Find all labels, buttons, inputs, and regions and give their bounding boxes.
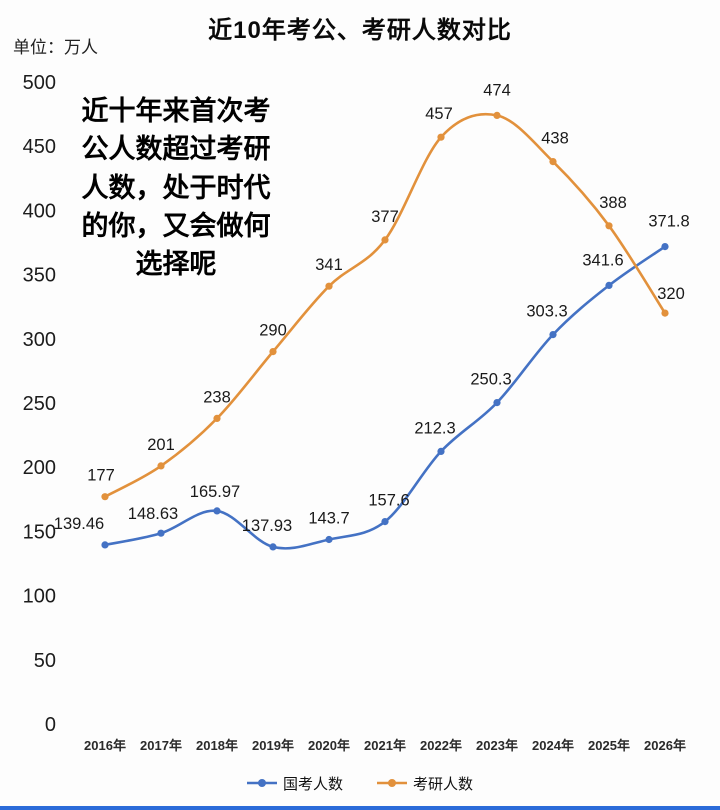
x-tick-label: 2021年 bbox=[364, 738, 406, 753]
y-tick-label: 300 bbox=[23, 329, 56, 351]
point-marker bbox=[493, 111, 501, 119]
legend-line-dot-icon bbox=[377, 777, 407, 789]
annotation-line: 选择呢 bbox=[135, 249, 217, 280]
data-label: 148.63 bbox=[128, 505, 178, 523]
data-label: 457 bbox=[425, 105, 453, 123]
x-tick-label: 2024年 bbox=[532, 738, 574, 753]
x-tick-label: 2019年 bbox=[252, 738, 294, 753]
data-label: 303.3 bbox=[526, 303, 567, 321]
data-label: 377 bbox=[371, 208, 399, 226]
data-label: 139.46 bbox=[54, 515, 104, 533]
point-marker bbox=[549, 331, 557, 339]
data-label: 341 bbox=[315, 256, 343, 274]
data-label: 137.93 bbox=[242, 517, 292, 535]
y-tick-label: 0 bbox=[45, 714, 56, 736]
data-label: 388 bbox=[599, 194, 627, 212]
y-tick-label: 400 bbox=[23, 200, 56, 222]
annotation-line: 公人数超过考研 bbox=[81, 134, 271, 165]
line-guokao bbox=[103, 245, 667, 550]
legend-item-guokao: 国考人数 bbox=[246, 773, 343, 794]
data-label: 438 bbox=[541, 130, 569, 148]
annotation-line: 的你，又会做何 bbox=[81, 210, 271, 241]
legend-label-guokao: 国考人数 bbox=[282, 775, 343, 793]
y-tick-label: 250 bbox=[23, 393, 56, 415]
point-marker bbox=[325, 535, 333, 544]
data-label: 201 bbox=[147, 436, 175, 454]
line-kaoyan bbox=[103, 112, 667, 498]
point-marker bbox=[213, 507, 221, 515]
chart-title: 近10年考公、考研人数对比 bbox=[208, 17, 512, 44]
data-label: 165.97 bbox=[190, 483, 240, 501]
point-marker bbox=[325, 282, 333, 290]
data-label: 290 bbox=[259, 322, 287, 340]
x-tick-label: 2017年 bbox=[140, 738, 182, 753]
legend-label-kaoyan: 考研人数 bbox=[413, 775, 474, 793]
x-tick-label: 2018年 bbox=[196, 738, 238, 753]
data-label: 474 bbox=[483, 81, 511, 99]
data-label: 143.7 bbox=[308, 510, 349, 528]
unit-label: 单位：万人 bbox=[13, 38, 98, 57]
point-marker bbox=[381, 518, 389, 526]
y-tick-label: 100 bbox=[23, 586, 56, 608]
point-marker bbox=[661, 309, 669, 317]
y-tick-label: 350 bbox=[23, 265, 56, 287]
x-tick-label: 2025年 bbox=[588, 738, 630, 753]
data-label: 320 bbox=[657, 285, 685, 303]
data-label: 250.3 bbox=[470, 371, 511, 389]
x-tick-label: 2023年 bbox=[476, 738, 518, 753]
x-tick-label: 2016年 bbox=[84, 738, 126, 753]
y-tick-label: 200 bbox=[23, 457, 56, 479]
y-tick-label: 50 bbox=[34, 650, 56, 672]
data-label: 238 bbox=[203, 388, 231, 406]
chart-legend: 国考人数 考研人数 bbox=[0, 768, 720, 798]
point-marker bbox=[493, 399, 501, 407]
data-label: 371.8 bbox=[648, 213, 689, 231]
y-tick-label: 150 bbox=[23, 521, 56, 543]
data-label: 341.6 bbox=[582, 251, 623, 269]
legend-item-kaoyan: 考研人数 bbox=[377, 773, 473, 794]
y-tick-label: 500 bbox=[23, 72, 56, 94]
point-marker bbox=[549, 158, 557, 166]
point-marker bbox=[157, 462, 165, 470]
data-label: 157.6 bbox=[368, 492, 409, 510]
x-tick-label: 2022年 bbox=[420, 738, 462, 753]
point-marker bbox=[213, 414, 221, 422]
annotation-line: 近十年来首次考 bbox=[81, 96, 271, 126]
point-marker bbox=[661, 243, 669, 251]
point-marker bbox=[381, 236, 389, 244]
y-tick-label: 450 bbox=[23, 136, 56, 158]
point-marker bbox=[101, 541, 109, 549]
line-chart: 0 50 100 150 200 250 300 350 400 450 500 2016年 2017年… bbox=[23, 72, 690, 753]
point-marker bbox=[437, 133, 445, 141]
annotation-line: 人数，处于时代 bbox=[81, 172, 271, 203]
point-marker bbox=[605, 222, 613, 230]
data-label: 212.3 bbox=[414, 419, 455, 437]
point-marker bbox=[269, 348, 277, 356]
bottom-border-line bbox=[0, 806, 720, 810]
x-tick-label: 2026年 bbox=[644, 738, 686, 753]
point-marker bbox=[101, 493, 109, 501]
legend-line-dot-icon bbox=[246, 777, 277, 789]
point-marker bbox=[605, 281, 613, 289]
annotation-text: 近十年来首次考 公人数超过考研 人数，处于时代 的你，又会做何 选择呢 bbox=[72, 92, 280, 284]
point-marker bbox=[437, 447, 445, 455]
x-tick-label: 2020年 bbox=[308, 738, 350, 753]
point-marker bbox=[157, 529, 165, 537]
point-marker bbox=[269, 543, 277, 551]
data-label: 177 bbox=[87, 467, 115, 485]
